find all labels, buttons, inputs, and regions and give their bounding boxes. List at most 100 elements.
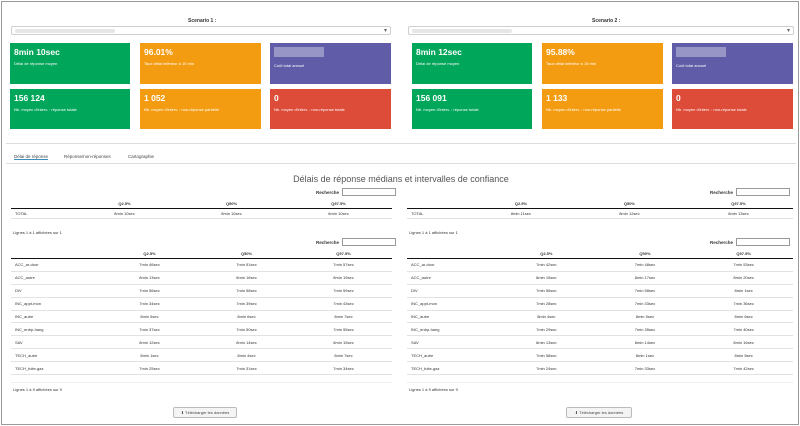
column-header[interactable]: Q2.5%	[71, 199, 178, 209]
column-header[interactable]	[407, 199, 467, 209]
column-header[interactable]: Q50%	[178, 199, 285, 209]
kpi-label: Coût total annuel	[676, 63, 707, 68]
column-header[interactable]: Q97.5%	[683, 199, 793, 209]
column-header[interactable]: Q97.5%	[295, 249, 392, 259]
scenario-1-label: Scenario 1 :	[188, 18, 217, 24]
table-cell: 7min 24sec	[497, 361, 596, 376]
kpi-partial-nonresponse: 1 133 Nb. moyen d'interv. : non-réponse …	[542, 89, 663, 129]
table-cell: 7min 33sec	[595, 361, 695, 376]
scenario-2-select[interactable]: ▾	[408, 26, 794, 35]
table-info: Lignes 1 à 1 affichées sur 1	[409, 230, 458, 235]
kpi-label: Nb. moyen d'interv. : réponse totale	[416, 107, 479, 112]
column-header[interactable]: Q2.5%	[467, 199, 575, 209]
search-input[interactable]	[736, 188, 790, 196]
chevron-down-icon: ▾	[383, 28, 387, 34]
download-button[interactable]: ⬇ Télécharger les données	[173, 407, 237, 418]
tab-delai-reponse[interactable]: Délai de réponse	[14, 154, 49, 160]
search-input[interactable]	[342, 188, 396, 196]
search-label: Recherche	[316, 240, 340, 245]
column-header[interactable]: Q50%	[595, 249, 695, 259]
table-cell: 7min 48sec	[595, 258, 695, 272]
table-cell: 8min 15sec	[497, 271, 596, 285]
table-cell: 8min 12sec	[574, 208, 684, 219]
scenario-2-select-value	[412, 29, 512, 33]
column-header[interactable]: Q97.5%	[285, 199, 392, 209]
kpi-label: Délai de réponse moyen	[14, 61, 58, 66]
table-cell: TOTAL	[11, 208, 71, 219]
kpi-value: 95.88%	[546, 47, 575, 57]
table-cell: INC_appt-mon	[11, 297, 101, 311]
table-cell: 7min 37sec	[101, 322, 198, 337]
table-cell: 7min 58sec	[595, 284, 695, 298]
table-row: ACC_autre 8min 15sec 8min 17sec 8min 20sec	[407, 271, 793, 285]
column-header[interactable]: Q2.5%	[101, 249, 198, 259]
table-cell: 7min 42sec	[694, 361, 793, 376]
table-cell: 7min 33sec	[595, 297, 695, 311]
table-cell: 7min 53sec	[694, 258, 793, 272]
table-header-row: Q2.5% Q50% Q97.5%	[11, 249, 392, 259]
search-label: Recherche	[710, 240, 734, 245]
table-row: INC_entrp-hang 7min 37sec 7min 50sec 7min 5…	[11, 322, 392, 337]
table-row: ACC_ar-door 7min 46sec 7min 51sec 7min 57se…	[11, 258, 392, 272]
table-cell: 7min 31sec	[198, 361, 295, 376]
table-header-row: Q2.5% Q50% Q97.5%	[407, 249, 793, 259]
table-cell: TECH_autre	[407, 348, 497, 363]
table-cell: SAV	[407, 335, 497, 350]
table-cell: 7min 58sec	[198, 284, 295, 298]
kpi-value: 156 124	[14, 93, 45, 103]
table-cell: INC_autre	[11, 310, 101, 324]
table-cell: 8min 7sec	[295, 348, 392, 363]
kpi-partial-nonresponse: 1 052 Nb. moyen d'interv. : non-réponse …	[140, 89, 261, 129]
column-header[interactable]	[11, 249, 101, 259]
table-header-row: Q2.5% Q50% Q97.5%	[407, 199, 793, 209]
table-cell: 7min 36sec	[694, 297, 793, 311]
table-cell: 8min 11sec	[467, 208, 575, 219]
table-cell: 7min 39sec	[198, 297, 295, 311]
table-row: TECH_fuite-gaz 7min 25sec 7min 31sec 7min 3…	[11, 361, 392, 376]
table-cell: ACC_autre	[11, 271, 101, 285]
table-row: INC_appt-mon 7min 34sec 7min 39sec 7min 43s…	[11, 297, 392, 311]
column-header[interactable]	[11, 199, 71, 209]
table-cell: TECH_fuite-gaz	[11, 361, 101, 376]
table-cell: ACC_autre	[407, 271, 497, 285]
kpi-label: Nb. moyen d'interv. : non-réponse partie…	[144, 107, 219, 112]
scenario-1-select[interactable]: ▾	[11, 26, 391, 35]
column-header[interactable]: Q50%	[574, 199, 684, 209]
search-input[interactable]	[736, 238, 790, 246]
column-header[interactable]	[407, 249, 497, 259]
table-cell: TECH_autre	[11, 348, 101, 363]
kpi-total-response: 156 091 Nb. moyen d'interv. : réponse to…	[412, 89, 532, 129]
kpi-annual-cost: Coût total annuel	[270, 43, 391, 84]
table-cell: 8min 19sec	[295, 271, 392, 285]
column-header[interactable]: Q50%	[198, 249, 295, 259]
tab-reponse-non-reponses[interactable]: Réponse/non-réponses	[64, 154, 111, 159]
kpi-total-nonresponse: 0 Nb. moyen d'interv. : non-réponse tota…	[270, 89, 391, 129]
download-button[interactable]: ⬇ Télécharger les données	[566, 407, 632, 418]
table-cell: 8min 16sec	[694, 335, 793, 350]
search-label: Recherche	[710, 190, 734, 195]
table-cell: INC_entrp-hang	[407, 322, 497, 337]
table-cell: 8min 12sec	[101, 335, 198, 350]
table-cell: 7min 46sec	[101, 258, 198, 272]
table-row: TECH_autre 7min 58sec 8min 1sec 8min 5sec	[407, 348, 793, 363]
table-cell: 8min 6sec	[198, 310, 295, 324]
tab-cartographie[interactable]: Cartographie	[128, 154, 155, 159]
kpi-label: Nb. moyen d'interv. : non-réponse totale	[274, 107, 345, 112]
summary-table: Q2.5% Q50% Q97.5% TOTAL 8min 11sec 8min …	[407, 199, 793, 219]
kpi-value: 0	[676, 93, 681, 103]
kpi-label: Taux délai inférieur à 15 min	[144, 61, 195, 66]
kpi-annual-cost: Coût total annuel	[672, 43, 793, 84]
table-cell: 7min 43sec	[295, 297, 392, 311]
table-cell: 8min 17sec	[595, 271, 695, 285]
column-header[interactable]: Q2.5%	[497, 249, 596, 259]
table-cell: 7min 35sec	[595, 322, 695, 337]
table-row: INC_autre 8min 5sec 8min 6sec 8min 7sec	[11, 310, 392, 324]
table-cell: 7min 58sec	[497, 348, 596, 363]
table-cell: 8min 16sec	[198, 271, 295, 285]
scenario-2-label: Scenario 2 :	[592, 18, 621, 24]
table-cell: 7min 34sec	[101, 297, 198, 311]
column-header[interactable]: Q97.5%	[694, 249, 793, 259]
table-cell: 8min 13sec	[683, 208, 793, 219]
search-input[interactable]	[342, 238, 396, 246]
table-cell: INC_appt-mon	[407, 297, 497, 311]
